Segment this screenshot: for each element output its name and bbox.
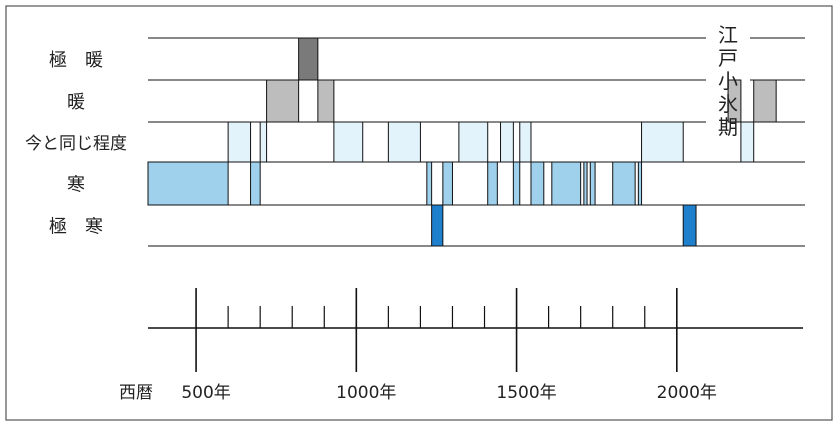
period-bar-extreme_cold <box>431 204 444 247</box>
period-bar-warm <box>266 79 300 123</box>
period-bar-same <box>500 121 514 163</box>
period-bar-cold <box>426 161 433 206</box>
period-bar-warm <box>753 79 777 123</box>
period-bar-cold <box>637 161 643 206</box>
period-bar-cold <box>147 161 229 206</box>
period-bar-cold <box>512 161 521 206</box>
period-bar-cold <box>250 161 261 206</box>
period-bar-same <box>519 121 532 163</box>
period-bar-cold <box>551 161 582 206</box>
period-bar-same <box>387 121 421 163</box>
tick-label: 2000年 <box>657 383 717 403</box>
annotation-char: 江 <box>718 23 738 47</box>
annotation-char: 小 <box>718 69 738 93</box>
row-label-cold: 寒 <box>67 175 85 196</box>
period-bar-extreme_warm <box>298 37 319 81</box>
period-bar-same <box>333 121 364 163</box>
row-label-warm: 暖 <box>67 92 85 113</box>
row-label-same: 今と同じ程度 <box>25 134 127 154</box>
period-bar-extreme_cold <box>682 204 697 247</box>
tick-label: 1000年 <box>336 383 396 403</box>
outer-border <box>5 5 833 421</box>
period-bar-same <box>259 121 268 163</box>
row-label-extreme_cold: 極 寒 <box>49 217 103 238</box>
period-bar-cold <box>442 161 453 206</box>
time-axis: 500年 1000年 1500年 2000年 西暦 <box>119 288 803 403</box>
annotation-char: 氷 <box>718 92 738 116</box>
tick-label: 1500年 <box>496 383 556 403</box>
period-bar-same <box>227 121 252 163</box>
row-label-extreme_warm: 極 暖 <box>49 50 103 71</box>
period-bar-cold <box>487 161 498 206</box>
period-bar-cold <box>530 161 545 206</box>
period-bar-same <box>641 121 684 163</box>
level-lines <box>148 37 805 247</box>
period-bar-warm <box>727 79 742 123</box>
axis-prefix: 西暦 <box>119 383 153 403</box>
period-bars <box>147 37 777 247</box>
period-bar-same <box>458 121 489 163</box>
period-bar-cold <box>612 161 636 206</box>
tick-label: 500年 <box>181 383 230 403</box>
period-bar-same <box>740 121 755 163</box>
annotation-char: 戸 <box>718 46 738 70</box>
period-bar-cold <box>589 161 596 206</box>
period-bar-cold <box>583 161 588 206</box>
period-bar-warm <box>317 79 335 123</box>
annotation-char: 期 <box>718 115 738 139</box>
